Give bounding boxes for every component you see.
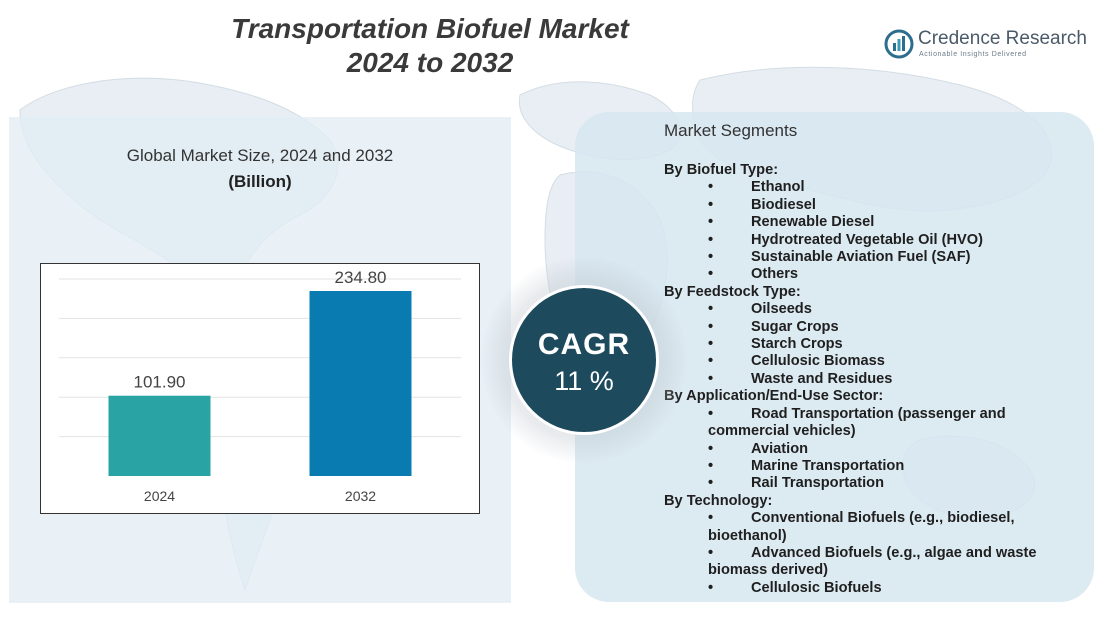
x-tick-label: 2024 [144, 488, 175, 504]
segment-item: • Cellulosic Biofuels [664, 580, 1064, 597]
segment-item-label: Ethanol [751, 179, 805, 196]
segment-category: By Feedstock Type: [664, 283, 801, 300]
segment-item: • Ethanol [664, 179, 1064, 196]
segment-item-label: Marine Transportation [751, 457, 905, 474]
segment-item-label: Starch Crops [751, 336, 843, 353]
segment-item: • Renewable Diesel [664, 214, 1064, 231]
segment-item-label: Rail Transportation [751, 475, 884, 492]
segment-item-label: Sustainable Aviation Fuel (SAF) [751, 249, 971, 266]
bullet-icon: • [708, 249, 714, 266]
chart-unit: (Billion) [228, 172, 292, 191]
bullet-icon: • [708, 579, 714, 596]
bullet-icon: • [708, 370, 714, 387]
bullet-icon: • [708, 510, 714, 527]
segment-item: • Biodiesel [664, 197, 1064, 214]
bullet-icon: • [708, 544, 714, 561]
bar-2024 [108, 395, 211, 476]
segment-item-label: Cellulosic Biomass [751, 353, 885, 370]
bullet-icon: • [708, 179, 714, 196]
segment-item: • Conventional Biofuels (e.g., biodiesel,… [664, 510, 1064, 545]
segment-item: • Others [664, 266, 1064, 283]
bullet-icon: • [708, 214, 714, 231]
bullet-icon: • [708, 336, 714, 353]
segment-item: • Road Transportation (passenger and comm… [664, 406, 1064, 441]
title-line-1: Transportation Biofuel Market [231, 13, 629, 44]
segment-category: By Application/End-Use Sector: [664, 388, 884, 405]
segment-item: • Cellulosic Biomass [664, 353, 1064, 370]
segment-item-label: Sugar Crops [751, 318, 839, 335]
bullet-icon: • [708, 405, 714, 422]
segment-category: By Biofuel Type: [664, 162, 779, 178]
credence-logo-icon [884, 29, 914, 59]
cagr-value: 11 % [554, 366, 614, 396]
segment-item-label: Renewable Diesel [751, 214, 875, 231]
segment-item: • Oilseeds [664, 301, 1064, 318]
segment-item-label: Others [751, 266, 799, 283]
segment-item-label: Road Transportation (passenger and comme… [708, 405, 1006, 440]
segment-item-label: Hydrotreated Vegetable Oil (HVO) [751, 231, 983, 248]
bullet-icon: • [708, 231, 714, 248]
segment-category: By Technology: [664, 492, 773, 509]
bar-2032 [309, 290, 412, 476]
segment-item: • Sugar Crops [664, 319, 1064, 336]
segment-item-label: Biodiesel [751, 196, 816, 213]
data-label: 101.90 [134, 373, 186, 392]
segment-item-label: Oilseeds [751, 301, 812, 318]
page-title: Transportation Biofuel Market 2024 to 20… [200, 12, 660, 80]
brand-tagline: Actionable Insights Delivered [919, 51, 1027, 58]
segment-item-label: Waste and Residues [751, 370, 893, 387]
segment-item: • Sustainable Aviation Fuel (SAF) [664, 249, 1064, 266]
segment-item-label: Conventional Biofuels (e.g., biodiesel, … [708, 510, 1015, 544]
bullet-icon: • [708, 318, 714, 335]
segment-item-label: Aviation [751, 440, 809, 457]
cagr-badge: CAGR 11 % [509, 285, 659, 435]
title-line-2: 2024 to 2032 [346, 47, 514, 78]
cagr-label: CAGR [537, 328, 631, 361]
bullet-icon: • [708, 301, 714, 318]
bullet-icon: • [708, 266, 714, 283]
brand-logo: Credence Research Actionable Insights De… [884, 26, 1087, 62]
segment-item: • Starch Crops [664, 336, 1064, 353]
segment-item: • Hydrotreated Vegetable Oil (HVO) [664, 232, 1064, 249]
market-segments-panel [575, 112, 1094, 602]
data-label: 234.80 [335, 268, 387, 287]
segment-item-label: Advanced Biofuels (e.g., algae and waste… [708, 544, 1037, 579]
segments-heading: Market Segments [664, 121, 798, 140]
segment-item-label: Cellulosic Biofuels [751, 579, 882, 596]
segment-item: • Rail Transportation [664, 475, 1064, 492]
bullet-icon: • [708, 475, 714, 492]
bullet-icon: • [708, 196, 714, 213]
segments-list: By Biofuel Type: • Ethanol • Biodiesel • Renew… [664, 162, 1064, 597]
segment-item: • Advanced Biofuels (e.g., algae and wast… [664, 545, 1064, 580]
bullet-icon: • [708, 457, 714, 474]
bullet-icon: • [708, 353, 714, 370]
x-tick-label: 2032 [345, 488, 376, 504]
brand-name: Credence Research [918, 28, 1087, 49]
market-size-chart: 101.90 2024 234.80 2032 [40, 263, 480, 514]
segment-item: • Marine Transportation [664, 458, 1064, 475]
chart-subtitle: Global Market Size, 2024 and 2032 [126, 146, 394, 165]
bullet-icon: • [708, 440, 714, 457]
segment-item: • Waste and Residues [664, 371, 1064, 388]
bar-chart-svg: 101.90 2024 234.80 2032 [59, 268, 461, 504]
segment-item: • Aviation [664, 441, 1064, 458]
